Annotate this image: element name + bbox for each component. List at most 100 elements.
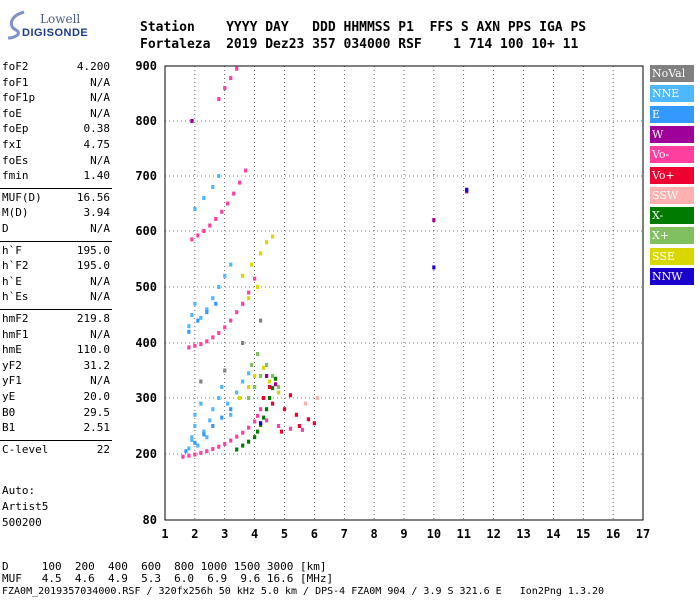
param-value: 20.0 xyxy=(83,390,111,403)
param-value: N/A xyxy=(90,222,110,235)
param-key: foF1p xyxy=(2,91,36,105)
param-separator xyxy=(0,309,112,310)
data-point-x xyxy=(264,407,269,412)
param-key: MUF(D) xyxy=(2,190,42,204)
data-point-vo xyxy=(193,452,197,457)
data-point-vo xyxy=(247,425,251,430)
data-point-nne xyxy=(193,301,197,306)
data-point-vo xyxy=(306,417,310,422)
data-point-nne xyxy=(202,429,206,434)
x-tick-label: 5 xyxy=(281,527,288,541)
data-point-x xyxy=(247,439,251,444)
param-value: 4.75 xyxy=(83,138,111,151)
param-row-hf: h`F 195.0 xyxy=(2,244,110,259)
param-key: yF1 xyxy=(2,374,22,388)
param-value: 29.5 xyxy=(83,405,111,419)
legend-item-vo: Vo- xyxy=(650,146,694,164)
param-row-yf1: yF1 N/A xyxy=(2,374,110,389)
data-point-sse xyxy=(276,390,281,395)
param-row-fxi: fxI 4.75 xyxy=(2,138,110,153)
data-point-nne xyxy=(187,324,191,329)
param-value: N/A xyxy=(90,75,110,89)
param-row-clevel: C-level 22 xyxy=(2,443,110,458)
data-point-nne xyxy=(241,379,245,384)
param-key: foEp xyxy=(2,122,29,136)
data-point-nne xyxy=(211,296,215,301)
data-point-vo xyxy=(256,413,260,418)
param-row-ye: yE 20.0 xyxy=(2,390,110,405)
data-point-nne xyxy=(226,401,230,406)
data-point-nne xyxy=(205,435,209,440)
data-point-x xyxy=(256,352,260,356)
data-point-sse xyxy=(256,285,260,289)
data-point-e xyxy=(205,310,209,315)
artist-label: Artist5 xyxy=(2,500,49,513)
data-point-ssw xyxy=(315,396,319,400)
x-tick-label: 4 xyxy=(251,527,258,541)
data-point-nne xyxy=(229,262,233,267)
data-point-vo xyxy=(223,86,227,90)
data-point-x xyxy=(267,396,272,400)
param-key: hmE xyxy=(2,343,22,357)
data-point-vo xyxy=(259,407,263,412)
file-info: FZA0M_2019357034000.RSF / 320fx256h 50 k… xyxy=(2,586,605,597)
data-point-nne xyxy=(199,401,203,406)
y-tick-label: 700 xyxy=(135,169,157,183)
data-point-vo xyxy=(217,444,221,449)
param-key: fxI xyxy=(2,138,22,151)
data-point-nne xyxy=(220,385,224,389)
param-key: h`F xyxy=(2,243,22,257)
data-point-nnw xyxy=(465,187,469,192)
param-key: foF1 xyxy=(2,75,29,89)
x-tick-label: 7 xyxy=(341,527,348,541)
data-point-vo xyxy=(238,180,242,185)
param-key: hmF2 xyxy=(2,312,29,325)
x-tick-label: 14 xyxy=(546,527,560,541)
data-point-vo xyxy=(288,426,293,431)
data-point-nnw xyxy=(259,421,263,426)
data-point-vo xyxy=(205,339,209,344)
data-point-ssw xyxy=(303,401,308,406)
data-point-vo xyxy=(187,453,191,458)
data-point-e xyxy=(202,432,206,437)
param-key: yE xyxy=(2,390,16,403)
data-point-vo xyxy=(253,276,257,281)
y-tick-label: 200 xyxy=(135,447,157,461)
data-point-w xyxy=(190,119,194,123)
data-point-vo xyxy=(202,229,206,233)
param-row-foes: foEs N/A xyxy=(2,154,110,169)
data-point-w xyxy=(264,374,269,378)
data-point-vo xyxy=(267,385,272,389)
data-point-sse xyxy=(264,240,269,245)
param-value: 4.200 xyxy=(76,60,110,73)
data-point-x xyxy=(270,386,275,391)
muf-row: MUF 4.5 4.6 4.9 5.3 6.0 6.9 9.6 16.6 [MH… xyxy=(2,572,334,585)
data-point-w xyxy=(273,382,278,387)
data-point-vo xyxy=(282,407,287,412)
param-value: 195.0 xyxy=(76,243,110,257)
data-point-sse xyxy=(253,374,257,378)
param-value: N/A xyxy=(90,274,110,288)
x-tick-label: 6 xyxy=(311,527,318,541)
param-row-fof2: foF2 4.200 xyxy=(2,60,110,75)
data-point-vo xyxy=(199,342,203,347)
param-value: N/A xyxy=(90,290,110,304)
data-point-e xyxy=(187,329,191,334)
digisonde-logo: Lowell DIGISONDE xyxy=(6,6,88,46)
x-tick-label: 9 xyxy=(400,527,407,541)
legend-item-sse: SSE xyxy=(650,247,694,265)
data-point-vo xyxy=(279,429,284,434)
data-point-vo xyxy=(229,438,233,443)
data-point-nne xyxy=(247,371,251,376)
x-tick-label: 11 xyxy=(457,527,471,541)
data-point-vo xyxy=(264,418,269,423)
data-point-vo xyxy=(196,233,200,238)
data-point-vo xyxy=(235,66,239,71)
data-point-x xyxy=(247,396,251,400)
data-point-vo xyxy=(220,209,224,214)
param-value: 22 xyxy=(96,442,110,456)
param-row-fof1p: foF1p N/A xyxy=(2,91,110,106)
param-key: foEs xyxy=(2,153,29,167)
data-point-nne xyxy=(229,412,233,417)
x-tick-label: 12 xyxy=(486,527,500,541)
